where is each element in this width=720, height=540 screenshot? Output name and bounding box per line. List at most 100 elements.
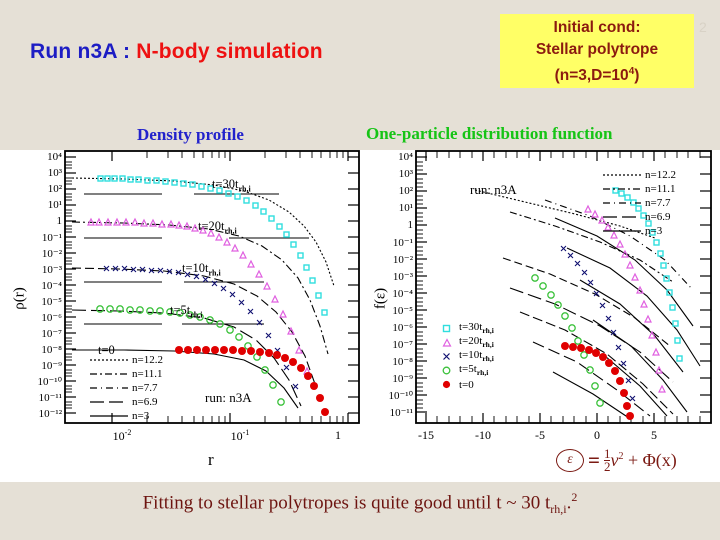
- legend-label: t=20trh,i: [459, 335, 494, 350]
- legend-row: t=10trh,i: [441, 349, 494, 364]
- initial-condition-line3-prefix: (n=3,D=10: [554, 67, 629, 85]
- legend-row: n=3: [90, 409, 163, 422]
- marker-open-circle-icon: [441, 365, 455, 376]
- series-t0-markers: [561, 342, 634, 420]
- initial-condition-line2: Stellar polytrope: [535, 41, 659, 58]
- ytick-label: 10⁻²: [41, 248, 62, 260]
- legend-key-longdash: [603, 211, 641, 222]
- legend-label: n=3: [132, 409, 150, 422]
- legend-row: n=6.9: [90, 395, 163, 408]
- legend-label: n=6.9: [132, 395, 158, 408]
- ytick-label: 1: [56, 215, 63, 227]
- caption-distribution-function: One-particle distribution function: [366, 124, 613, 143]
- legend-label: n=12.2: [132, 353, 163, 366]
- chart-density-legend: n=12.2 n=11.1 n=7.7 n=6.9 n=3: [90, 353, 163, 423]
- marker-open-square-icon: [441, 323, 455, 334]
- legend-row: n=7.7: [603, 196, 676, 209]
- legend-row: n=11.1: [90, 367, 163, 380]
- legend-label: n=6.9: [645, 210, 671, 223]
- ytick-label: 10⁻¹: [41, 232, 62, 244]
- legend-label: n=7.7: [645, 196, 671, 209]
- bottom-caption-text: Fitting to stellar polytropes is quite g…: [142, 492, 551, 514]
- page-title-separator: :: [116, 40, 137, 63]
- curve-tag-t30: t=30trh,i: [212, 177, 251, 194]
- series-t10-markers: [103, 265, 299, 390]
- ytick-label: 10⁻⁴: [392, 288, 413, 300]
- chart-distribution-marker-legend: t=30trh,i t=20trh,i t=10trh,i t=5trh,i t…: [441, 321, 494, 392]
- xtick-label: 10-2: [112, 428, 132, 443]
- legend-key-dotted: [90, 354, 128, 365]
- legend-label: n=11.1: [645, 182, 676, 195]
- energy-formula: ε = 1 2 v2 + Φ(x): [556, 447, 677, 473]
- ytick-label: 10⁻¹¹: [389, 407, 413, 419]
- formula-body: v2 + Φ(x): [610, 450, 677, 470]
- ytick-label: 10⁻¹⁰: [37, 376, 62, 388]
- legend-key-dashdot: [603, 183, 641, 194]
- ytick-label: 10²: [47, 183, 62, 195]
- ytick-label: 10³: [47, 167, 62, 179]
- bottom-caption-superscript: 2: [571, 490, 578, 504]
- ytick-label: 10⁻⁴: [41, 280, 62, 292]
- bottom-caption: Fitting to stellar polytropes is quite g…: [0, 490, 720, 517]
- ytick-label: 10⁻⁶: [392, 322, 413, 334]
- legend-row: t=20trh,i: [441, 335, 494, 350]
- ytick-label: 10⁻⁵: [41, 296, 62, 308]
- initial-condition-box: Initial cond: Stellar polytrope (n=3,D=1…: [500, 14, 694, 88]
- xtick-label: -10: [475, 428, 491, 442]
- page-title-run: Run n3A: [30, 40, 117, 63]
- legend-key-dotted: [603, 169, 641, 180]
- ytick-label: 10⁻⁹: [41, 360, 62, 372]
- legend-label: t=0: [459, 378, 474, 391]
- xtick-label: 1: [335, 428, 341, 442]
- chart-density-profile: ρ(r) r 10⁴ 10³ 10² 10¹ 1 10⁻¹ 10⁻² 10⁻³ …: [0, 150, 365, 482]
- ytick-label: 10⁻³: [41, 264, 62, 276]
- series-t20-markers: [584, 204, 666, 393]
- legend-key-solid: [90, 410, 128, 421]
- curve-tag-t0: t=0: [98, 343, 115, 357]
- series-t30-markers: [612, 187, 683, 362]
- legend-row: n=12.2: [603, 168, 676, 181]
- ytick-label: 10⁻⁷: [392, 339, 413, 351]
- chart-distribution-canvas: [415, 150, 712, 424]
- legend-key-solid: [603, 225, 641, 236]
- ytick-label: 10⁻⁶: [41, 312, 62, 324]
- legend-label: t=30trh,i: [459, 321, 494, 336]
- series-t10-markers: [560, 245, 636, 402]
- curve-tag-t10: t=10trh,i: [182, 261, 221, 278]
- marker-cross-icon: [441, 351, 455, 362]
- chart-density-xlabel: r: [208, 450, 214, 469]
- formula-equals: =: [588, 448, 600, 472]
- chart-distribution-linestyle-legend: n=12.2 n=11.1 n=7.7 n=6.9 n=3: [603, 168, 676, 238]
- legend-key-dashed: [90, 382, 128, 393]
- chart-density-canvas: [64, 150, 360, 424]
- legend-label: t=5trh,i: [459, 363, 489, 378]
- curve-tag-t5: t=5trh,i: [170, 303, 203, 320]
- xtick-label: -5: [535, 428, 545, 442]
- epsilon-symbol: ε: [556, 449, 584, 472]
- page-title-subject: N-body simulation: [136, 40, 323, 63]
- legend-label: n=7.7: [132, 381, 158, 394]
- legend-label: n=11.1: [132, 367, 163, 380]
- legend-row: t=5trh,i: [441, 363, 494, 378]
- slide-number: 2: [699, 19, 707, 35]
- chart-distribution-runtag: run: n3A: [470, 182, 517, 197]
- ytick-label: 10³: [398, 168, 413, 180]
- ytick-label: 10⁻¹¹: [38, 392, 62, 404]
- xtick-label: 0: [594, 428, 600, 442]
- ytick-label: 10⁻²: [392, 254, 413, 266]
- ytick-label: 10¹: [47, 199, 62, 211]
- ytick-label: 10²: [398, 185, 413, 197]
- curve-tag-t20: t=20trh,i: [198, 219, 237, 236]
- footer-band: [0, 518, 720, 540]
- bottom-caption-suffix: .: [566, 492, 572, 514]
- series-t5-markers: [531, 274, 604, 407]
- bottom-caption-sub: rh,i: [550, 502, 567, 517]
- legend-label: n=3: [645, 224, 663, 237]
- ytick-label: 10⁻⁸: [392, 356, 413, 368]
- caption-density-profile: Density profile: [137, 125, 244, 144]
- initial-condition-line3: (n=3,D=104): [500, 61, 694, 87]
- marker-open-triangle-icon: [441, 337, 455, 348]
- series-t0-markers: [175, 346, 329, 416]
- legend-row: t=30trh,i: [441, 321, 494, 336]
- series-t5-markers: [96, 305, 285, 406]
